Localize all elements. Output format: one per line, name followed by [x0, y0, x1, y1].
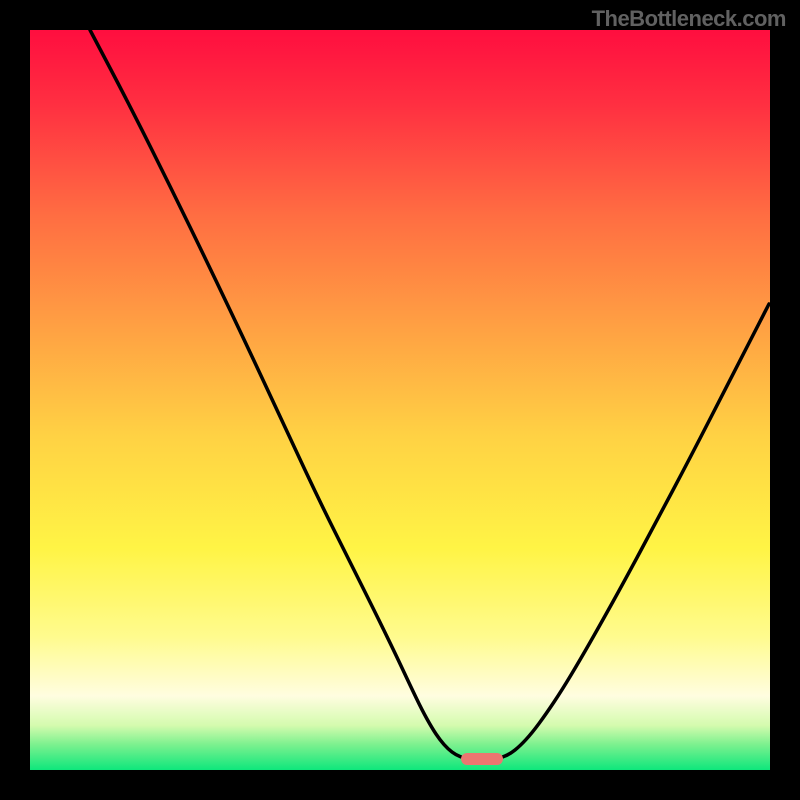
bottleneck-chart: TheBottleneck.com	[0, 0, 800, 800]
chart-background	[30, 30, 770, 770]
chart-svg	[0, 0, 800, 800]
bottleneck-marker	[461, 753, 503, 765]
watermark-text: TheBottleneck.com	[592, 6, 786, 32]
